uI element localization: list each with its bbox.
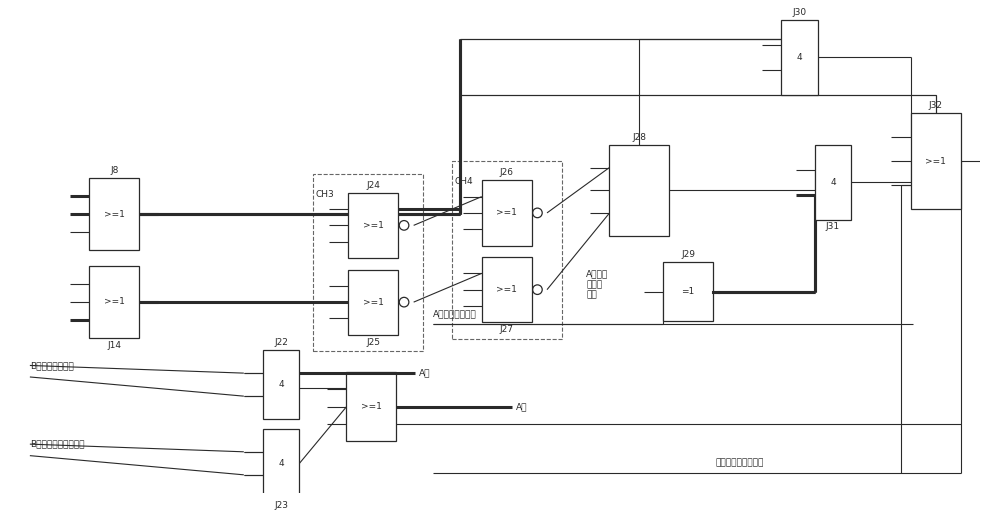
Text: J23: J23 xyxy=(274,501,288,510)
Bar xyxy=(346,372,396,442)
Text: >=1: >=1 xyxy=(496,285,517,294)
Text: >=1: >=1 xyxy=(363,221,384,230)
Text: A列手动快关命令: A列手动快关命令 xyxy=(433,310,477,318)
Text: >=1: >=1 xyxy=(496,208,517,217)
Bar xyxy=(482,180,532,245)
Text: >=1: >=1 xyxy=(363,297,384,307)
Bar xyxy=(348,269,398,335)
Bar xyxy=(89,266,139,338)
Bar xyxy=(911,113,961,209)
Text: CH4: CH4 xyxy=(455,177,474,187)
Text: A列: A列 xyxy=(516,402,528,411)
Text: >=1: >=1 xyxy=(361,402,382,411)
Bar xyxy=(452,161,562,339)
Text: 保护快关、试验慢关: 保护快关、试验慢关 xyxy=(716,458,764,467)
Text: 4: 4 xyxy=(278,459,284,468)
Bar xyxy=(609,145,669,236)
Text: J24: J24 xyxy=(366,181,380,190)
Text: J25: J25 xyxy=(366,338,380,346)
Text: J31: J31 xyxy=(826,222,840,231)
Text: J29: J29 xyxy=(681,250,695,259)
Bar xyxy=(663,262,713,321)
Bar xyxy=(781,20,818,95)
Text: >=1: >=1 xyxy=(104,297,125,306)
Text: J27: J27 xyxy=(500,325,514,334)
Bar xyxy=(89,178,139,250)
Text: B列部分关闭试验信号: B列部分关闭试验信号 xyxy=(30,439,84,449)
Bar xyxy=(263,429,299,498)
Text: >=1: >=1 xyxy=(925,156,946,166)
Bar xyxy=(313,174,423,351)
Bar xyxy=(815,145,851,220)
Text: B列紧急关阀命令: B列紧急关阀命令 xyxy=(30,361,74,370)
Text: J8: J8 xyxy=(110,167,118,175)
Bar xyxy=(348,193,398,258)
Text: J22: J22 xyxy=(274,338,288,347)
Text: 4: 4 xyxy=(278,380,284,389)
Text: =1: =1 xyxy=(681,287,695,296)
Text: 4: 4 xyxy=(797,53,802,62)
Text: J28: J28 xyxy=(632,133,646,142)
Text: A列: A列 xyxy=(419,368,431,378)
Bar xyxy=(263,350,299,419)
Text: A列试验
错油阀
全开: A列试验 错油阀 全开 xyxy=(586,269,609,299)
Text: CH3: CH3 xyxy=(316,190,335,199)
Text: 4: 4 xyxy=(830,178,836,187)
Text: J14: J14 xyxy=(107,340,121,350)
Bar xyxy=(482,257,532,322)
Text: >=1: >=1 xyxy=(104,210,125,219)
Text: J26: J26 xyxy=(500,169,514,177)
Text: J32: J32 xyxy=(929,101,943,110)
Text: J30: J30 xyxy=(792,8,806,17)
